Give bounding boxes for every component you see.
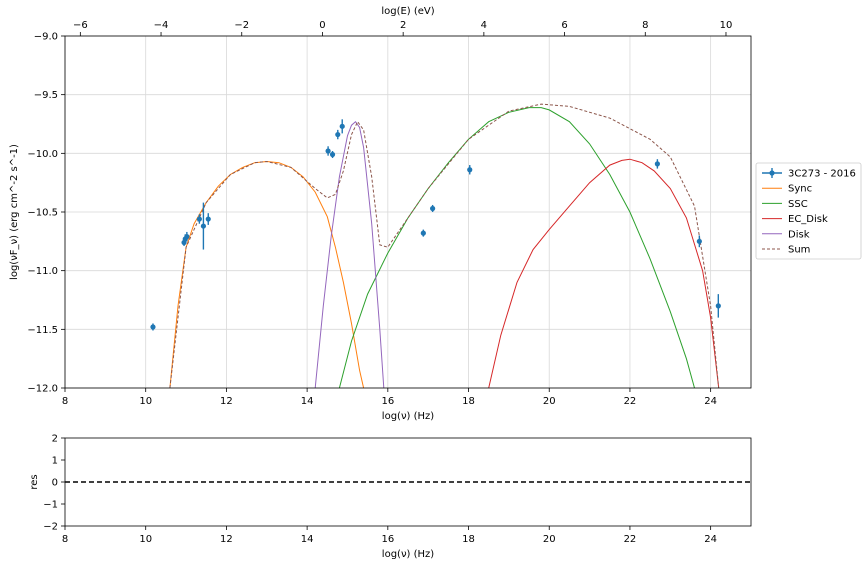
data-point-14 — [654, 161, 660, 167]
curve-sum — [169, 103, 720, 388]
legend-box — [755, 162, 862, 260]
legend-label-3c273-2016: 3C273 - 2016 — [788, 169, 856, 180]
sed-plot: 8 10 12 14 16 18 20 22 24−12.0−11.5−11.0−10.5−10… — [9, 6, 752, 422]
curve-ssc — [338, 107, 695, 388]
x-tick-label-16: 16 — [381, 396, 394, 407]
x-tick-label-12: 12 — [220, 396, 233, 407]
res-x-tick-label-16: 16 — [381, 534, 394, 545]
residual-frame — [64, 437, 752, 527]
top-x-axis-label: log(E) (eV) — [381, 6, 434, 17]
y-tick-label-9-5: −9.5 — [34, 90, 58, 101]
res-x-axis-label: log(ν) (Hz) — [382, 549, 434, 560]
res-y-tick-label-1: −1 — [43, 500, 58, 511]
data-point-15 — [696, 238, 702, 244]
data-point-7 — [325, 148, 331, 154]
y-tick-label-10-0: −10.0 — [27, 149, 58, 160]
legend: 3C273 - 2016 Sync SSC EC_Disk Disk Sum — [755, 162, 862, 260]
top-tick-label-8: 8 — [642, 20, 648, 31]
data-point-5 — [200, 223, 207, 229]
res-x-tick-label-24: 24 — [704, 534, 717, 545]
y-tick-label-10-5: −10.5 — [27, 208, 58, 219]
res-y-tick-label-1: 1 — [52, 456, 58, 467]
res-x-tick-label-14: 14 — [301, 534, 314, 545]
res-y-tick-label-0: 0 — [52, 478, 58, 489]
legend-label-ec-disk: EC_Disk — [788, 214, 828, 225]
x-tick-label-18: 18 — [462, 396, 475, 407]
data-point-12 — [430, 205, 436, 212]
x-tick-label-20: 20 — [543, 396, 556, 407]
curve-ec-disk — [488, 158, 720, 388]
data-point-3 — [184, 234, 190, 240]
y-tick-label-12-0: −12.0 — [27, 384, 58, 395]
x-tick-label-8: 8 — [62, 396, 68, 407]
top-tick-label-4: −4 — [154, 20, 169, 31]
top-tick-label-2: −2 — [234, 20, 249, 31]
top-tick-label-10: 10 — [720, 20, 733, 31]
res-y-tick-label-2: −2 — [43, 522, 58, 533]
curve-disk — [314, 120, 385, 388]
res-x-tick-label-8: 8 — [62, 534, 68, 545]
model-curves — [169, 103, 720, 388]
legend-label-ssc: SSC — [788, 199, 808, 210]
res-x-tick-label-12: 12 — [220, 534, 233, 545]
top-tick-label-2: 2 — [400, 20, 406, 31]
data-point-6 — [205, 216, 211, 222]
data-point-0 — [150, 324, 156, 330]
y-tick-label-9-0: −9.0 — [34, 32, 58, 43]
x-tick-label-14: 14 — [301, 396, 314, 407]
res-x-tick-label-18: 18 — [462, 534, 475, 545]
data-point-9 — [335, 131, 341, 138]
data-point-16 — [715, 303, 721, 309]
x-tick-label-10: 10 — [139, 396, 152, 407]
y-tick-label-11-5: −11.5 — [27, 325, 58, 336]
data-point-8 — [329, 151, 336, 158]
data-point-4 — [196, 216, 202, 222]
data-point-13 — [467, 167, 473, 173]
legend-marker-3c273-2016 — [769, 170, 775, 176]
res-x-tick-label-22: 22 — [624, 534, 637, 545]
x-tick-label-22: 22 — [624, 396, 637, 407]
x-tick-label-24: 24 — [704, 396, 717, 407]
legend-label-sync: Sync — [788, 184, 812, 195]
res-y-tick-label-2: 2 — [52, 434, 58, 445]
legend-label-sum: Sum — [788, 245, 810, 256]
curve-sync — [169, 160, 365, 388]
res-y-axis-label: res — [29, 474, 40, 489]
y-axis-label: log(νF_ν) (erg cm^-2 s^-1) — [9, 144, 20, 280]
top-tick-label-4: 4 — [481, 20, 487, 31]
x-axis-label: log(ν) (Hz) — [382, 411, 434, 422]
res-x-tick-label-20: 20 — [543, 534, 556, 545]
legend-label-disk: Disk — [788, 229, 810, 240]
data-points — [150, 119, 721, 331]
y-tick-label-11-0: −11.0 — [27, 266, 58, 277]
data-point-11 — [420, 230, 426, 236]
top-tick-label-6: −6 — [73, 20, 88, 31]
top-tick-label-6: 6 — [561, 20, 567, 31]
top-tick-label-0: 0 — [319, 20, 325, 31]
res-x-tick-label-10: 10 — [139, 534, 152, 545]
data-point-10 — [339, 123, 345, 129]
